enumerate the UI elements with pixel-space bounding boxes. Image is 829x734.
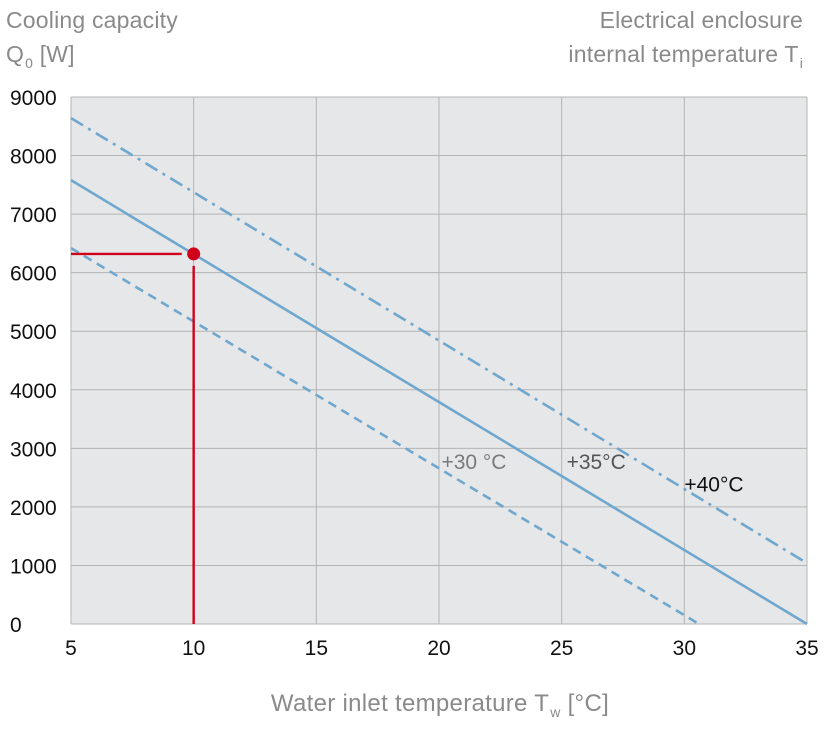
x-axis-title-unit: [°C] bbox=[567, 690, 610, 717]
x-tick-label-5: 5 bbox=[65, 637, 77, 660]
series-line-1 bbox=[70, 246, 700, 626]
x-tick-label-30: 30 bbox=[673, 637, 696, 660]
y-tick-label-7000: 7000 bbox=[10, 204, 57, 227]
x-tick-label-10: 10 bbox=[182, 637, 205, 660]
legend-title-main: internal temperature T bbox=[568, 41, 799, 67]
x-tick-label-35: 35 bbox=[795, 637, 818, 660]
x-tick-label-15: 15 bbox=[305, 637, 328, 660]
operating-point-marker bbox=[187, 247, 201, 261]
legend-title-line2: internal temperature Ti bbox=[568, 37, 803, 80]
x-axis-title-main: Water inlet temperature T bbox=[270, 690, 550, 717]
series-label-layer: +30 °C +35°C +40°C bbox=[441, 451, 743, 497]
y-tick-label-2000: 2000 bbox=[10, 497, 57, 520]
legend-title-sub: i bbox=[799, 55, 803, 71]
y-tick-label-5000: 5000 bbox=[10, 321, 57, 344]
series-label-2: +35°C bbox=[567, 451, 626, 474]
series-label-3: +40°C bbox=[684, 474, 743, 497]
y-axis-title-line1: Cooling capacity bbox=[6, 7, 178, 33]
y-axis-title-line2: Q0 [W] bbox=[6, 37, 178, 80]
y-axis-symbol: Q bbox=[6, 41, 25, 67]
series-line-3 bbox=[70, 116, 808, 565]
x-axis-title-sub: w bbox=[550, 704, 561, 720]
y-tick-label-0: 0 bbox=[10, 614, 22, 637]
x-axis-title: Water inlet temperature Tw [°C] bbox=[0, 690, 829, 720]
x-tick-label-20: 20 bbox=[427, 637, 450, 660]
legend-title-line1: Electrical enclosure bbox=[599, 7, 803, 33]
y-tick-label-4000: 4000 bbox=[10, 380, 57, 403]
y-tick-label-3000: 3000 bbox=[10, 438, 57, 461]
y-tick-label-1000: 1000 bbox=[10, 555, 57, 578]
legend-title: Electrical enclosure internal temperatur… bbox=[568, 3, 803, 80]
y-tick-label-9000: 9000 bbox=[10, 87, 57, 110]
x-tick-label-25: 25 bbox=[550, 637, 573, 660]
y-tick-label-6000: 6000 bbox=[10, 263, 57, 286]
y-tick-label-8000: 8000 bbox=[10, 146, 57, 169]
tick-layer: 5 10 15 20 25 30 35 0 1000 2000 3000 4000 5000 6000 70… bbox=[10, 87, 819, 660]
marker-layer bbox=[71, 247, 201, 624]
series-label-1: +30 °C bbox=[441, 451, 506, 474]
y-axis-symbol-sub: 0 bbox=[25, 55, 34, 71]
y-axis-title: Cooling capacity Q0 [W] bbox=[6, 3, 178, 80]
y-axis-unit: [W] bbox=[39, 41, 75, 67]
